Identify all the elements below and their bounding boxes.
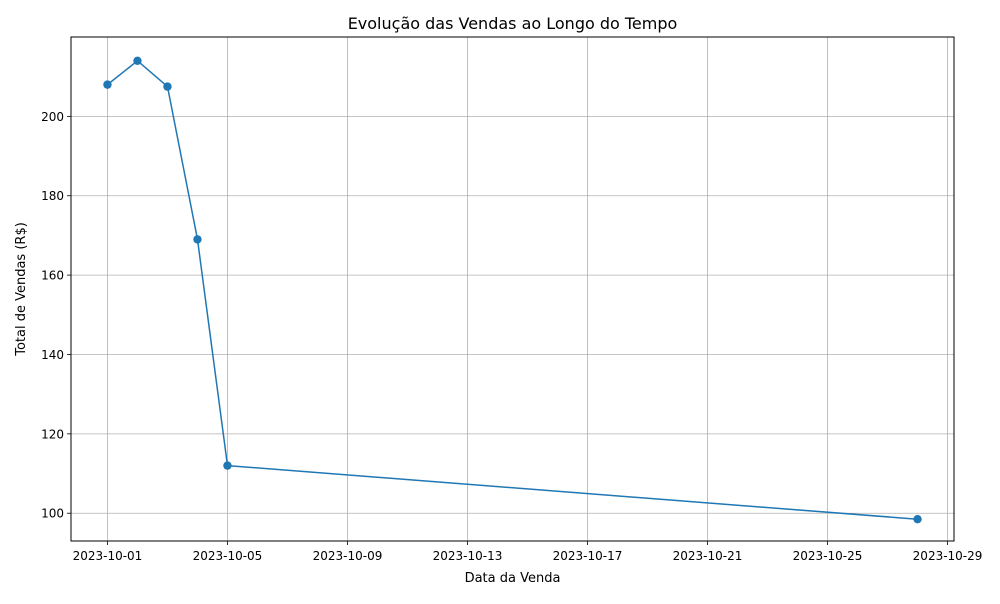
grid xyxy=(71,37,954,541)
chart-title: Evolução das Vendas ao Longo do Tempo xyxy=(348,14,678,33)
y-tick-label: 100 xyxy=(41,507,64,521)
axis-ticks: 2023-10-01 2023-10-05 2023-10-09 2023-10-13… xyxy=(41,110,982,563)
series-layer xyxy=(103,56,922,524)
x-tick-label: 2023-10-21 xyxy=(673,549,743,563)
x-axis-label: Data da Venda xyxy=(465,571,561,586)
x-tick-label: 2023-10-05 xyxy=(193,549,263,563)
x-tick-label: 2023-10-09 xyxy=(313,549,383,563)
x-tick-label: 2023-10-29 xyxy=(913,549,983,563)
y-tick-label: 140 xyxy=(41,348,64,362)
plot-frame xyxy=(70,36,955,542)
y-tick-label: 120 xyxy=(41,427,64,441)
data-point xyxy=(193,235,202,244)
x-tick-label: 2023-10-13 xyxy=(433,549,503,563)
y-tick-label: 180 xyxy=(41,189,64,203)
x-tick-label: 2023-10-17 xyxy=(553,549,623,563)
y-axis-label: Total de Vendas (R$) xyxy=(14,222,29,357)
data-point xyxy=(103,80,112,89)
y-tick-label: 200 xyxy=(41,110,64,124)
y-tick-label: 160 xyxy=(41,269,64,283)
data-point xyxy=(913,514,922,524)
data-point xyxy=(163,82,172,91)
x-tick-label: 2023-10-01 xyxy=(73,549,143,563)
data-point xyxy=(133,56,142,66)
x-tick-label: 2023-10-25 xyxy=(793,549,863,563)
series-line xyxy=(107,60,918,520)
data-point xyxy=(223,461,232,470)
